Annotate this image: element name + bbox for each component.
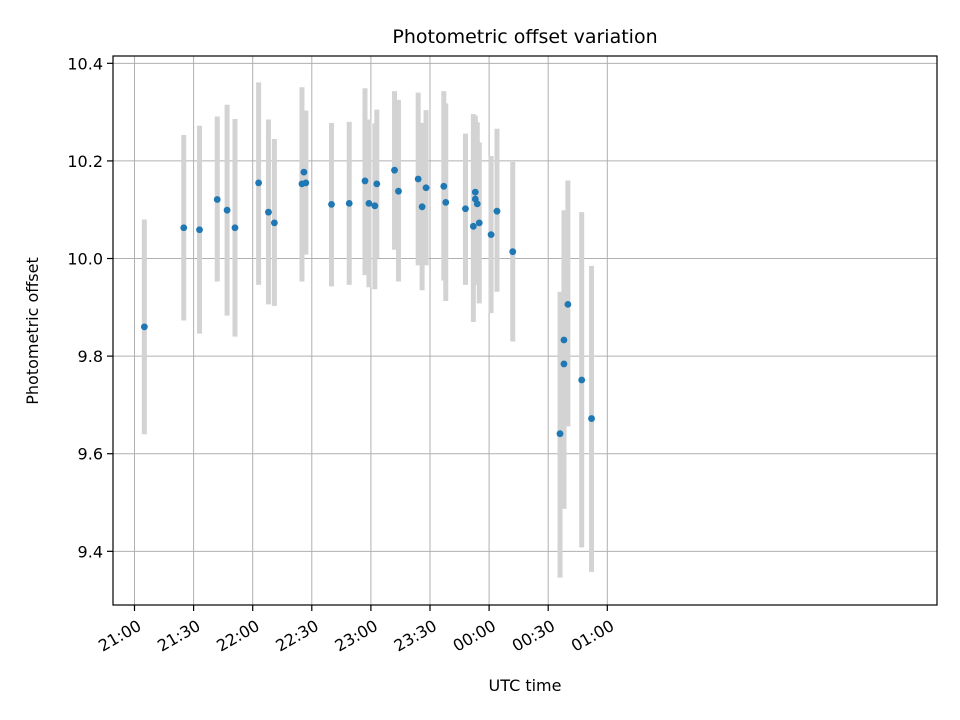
data-point (588, 415, 595, 422)
data-point (345, 199, 353, 207)
data-point (180, 224, 188, 232)
x-tick-label: 23:00 (331, 616, 380, 656)
data-point (487, 231, 495, 239)
x-tick-label: 00:00 (450, 616, 499, 656)
data-point (560, 336, 568, 344)
data-point (493, 207, 501, 215)
data-point (270, 219, 278, 227)
x-axis: 21:00 21:30 22:00 22:30 23:00 23:30 00:00 00:30… (95, 605, 617, 656)
x-tick-label: 01:00 (568, 616, 617, 656)
y-axis-label: Photometric offset (23, 257, 42, 405)
x-tick-label: 22:00 (213, 616, 262, 656)
data-point (231, 224, 239, 232)
data-point (223, 206, 231, 214)
data-point (556, 430, 564, 438)
data-point (395, 187, 402, 195)
data-point (196, 226, 203, 234)
data-point (462, 205, 469, 213)
data-point (371, 202, 379, 210)
data-point (442, 199, 450, 206)
data-point (578, 376, 586, 384)
plot-frame (112, 55, 938, 606)
y-tick-label: 10.2 (67, 152, 103, 171)
data-point (473, 200, 481, 208)
x-tick-label: 22:30 (272, 616, 321, 656)
data-point (140, 323, 148, 331)
y-tick-label: 9.6 (78, 445, 103, 464)
data-point (328, 200, 335, 208)
data-point (475, 219, 483, 227)
x-axis-label: UTC time (489, 676, 562, 695)
y-axis: 9.4 9.6 9.8 10.0 10.2 10.4 (67, 54, 113, 561)
x-tick-label: 23:30 (391, 616, 440, 656)
data-point (302, 179, 310, 187)
data-point (418, 203, 426, 211)
x-tick-label: 21:00 (95, 616, 144, 656)
data-point (373, 180, 381, 188)
y-tick-label: 9.4 (78, 542, 103, 561)
data-point (300, 168, 308, 176)
y-tick-label: 10.4 (67, 54, 103, 73)
data-point (365, 199, 373, 207)
grid-lines (113, 56, 937, 605)
data-point (255, 179, 263, 187)
data-point (509, 248, 517, 256)
data-point (469, 222, 477, 230)
data-point (564, 300, 572, 308)
y-tick-label: 10.0 (67, 250, 103, 269)
data-point (440, 182, 448, 190)
data-point (414, 175, 422, 183)
x-tick-label: 21:30 (154, 616, 203, 656)
x-tick-label: 00:30 (509, 616, 558, 656)
data-point (471, 188, 479, 196)
data-points (140, 166, 595, 438)
chart-title: Photometric offset variation (392, 26, 657, 48)
data-point (361, 177, 369, 185)
data-point (560, 360, 568, 368)
data-point (391, 166, 398, 174)
error-bars (141, 82, 595, 578)
data-point (422, 184, 430, 192)
data-point (213, 196, 221, 203)
y-tick-label: 9.8 (78, 347, 103, 366)
data-point (265, 208, 272, 216)
